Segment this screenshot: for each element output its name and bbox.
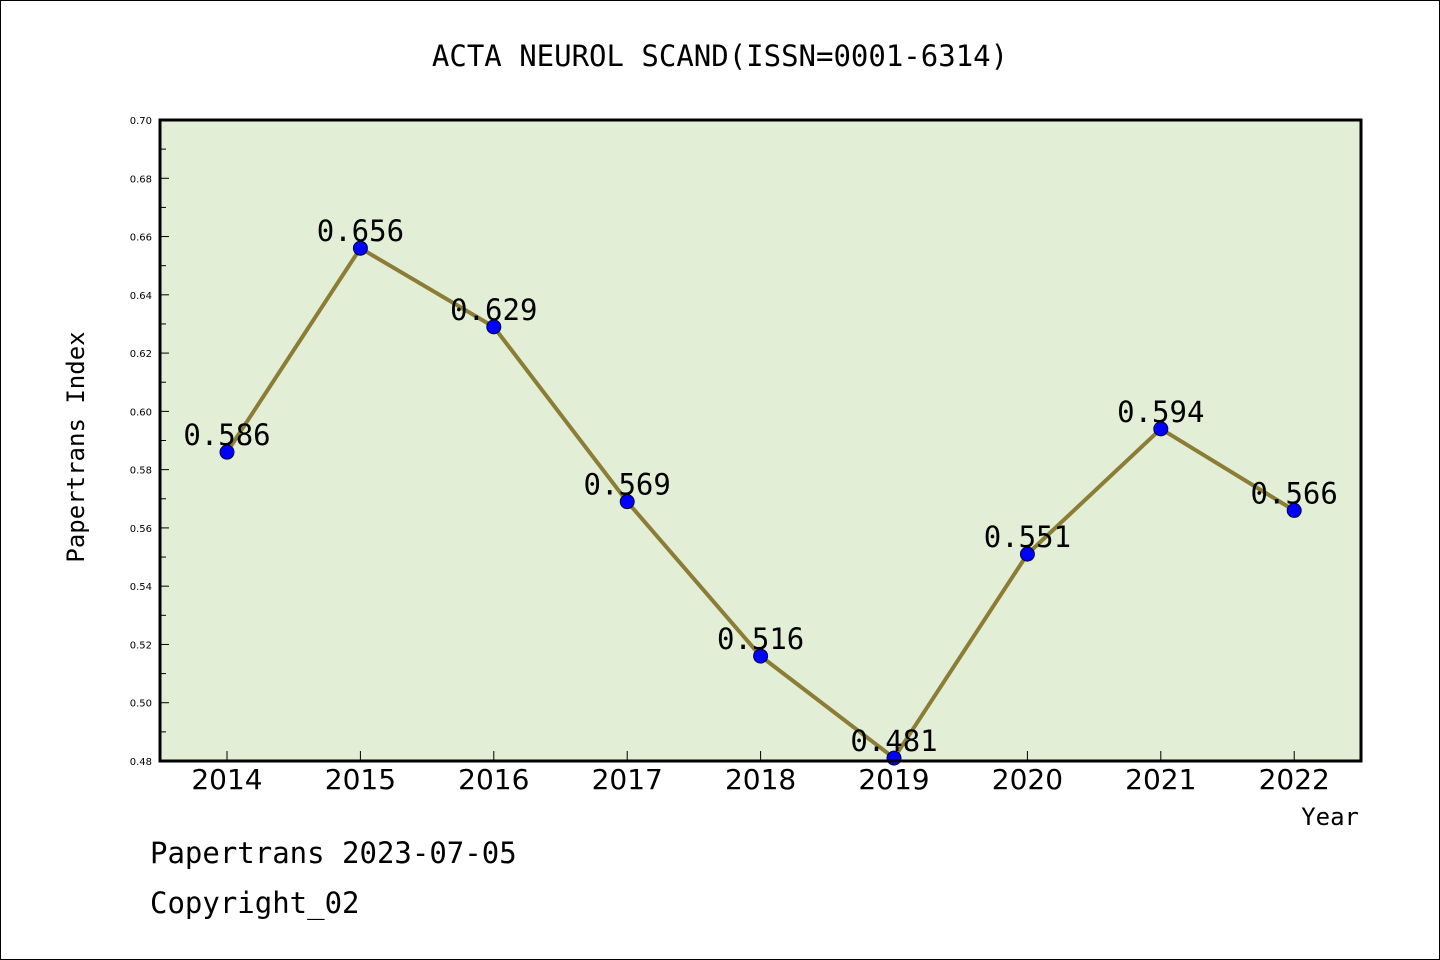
x-tick-label: 2016: [458, 763, 529, 796]
y-tick-label: 0.56: [130, 524, 152, 535]
y-tick-label: 0.52: [130, 640, 152, 651]
data-label: 0.569: [584, 468, 671, 502]
data-label: 0.629: [450, 293, 537, 327]
y-axis-ticks: 0.48 0.50 0.52 0.54 0.56 0.58 0.60 0.62 0.64 0.66…: [130, 116, 169, 768]
series-markers: [219, 240, 1302, 766]
x-tick-label: 2018: [725, 763, 796, 796]
data-label: 0.516: [717, 622, 804, 656]
data-point: [486, 319, 502, 335]
data-label: 0.481: [850, 724, 937, 758]
x-tick-label: 2022: [1259, 763, 1330, 796]
y-tick-label: 0.58: [130, 466, 152, 477]
x-tick-label: 2014: [191, 763, 262, 796]
data-label: 0.594: [1117, 395, 1204, 429]
data-point: [753, 648, 769, 664]
y-tick-label: 0.60: [130, 407, 152, 418]
data-label: 0.566: [1251, 476, 1338, 510]
y-tick-label: 0.64: [130, 291, 152, 302]
x-tick-label: 2017: [592, 763, 663, 796]
x-tick-label: 2021: [1125, 763, 1196, 796]
data-point: [1286, 502, 1302, 518]
data-label: 0.551: [984, 520, 1071, 554]
y-tick-label: 0.66: [130, 233, 152, 244]
footer-copyright: Copyright_02: [150, 886, 360, 920]
data-labels: 0.586 0.656 0.629 0.569 0.516 0.481 0.551 0.594…: [183, 214, 1338, 758]
x-tick-label: 2019: [858, 763, 929, 796]
y-tick-label: 0.70: [130, 116, 152, 127]
y-tick-label: 0.48: [130, 757, 152, 768]
data-point: [619, 494, 635, 510]
x-axis-ticks: 2014 2015 2016 2017 2018 2019 2020 2021 2022: [191, 751, 1330, 796]
y-tick-label: 0.62: [130, 349, 152, 360]
data-point: [1153, 421, 1169, 437]
y-tick-label: 0.50: [130, 699, 152, 710]
data-point: [1019, 546, 1035, 562]
x-tick-label: 2015: [325, 763, 396, 796]
y-tick-label: 0.54: [130, 582, 152, 593]
data-label: 0.656: [317, 214, 404, 248]
y-tick-label: 0.68: [130, 174, 152, 185]
data-label: 0.586: [183, 418, 270, 452]
chart-title: ACTA NEUROL SCAND(ISSN=0001-6314): [432, 39, 1008, 73]
data-point: [219, 444, 235, 460]
plot-border: [158, 118, 1363, 763]
x-axis-label: Year: [1301, 803, 1359, 831]
x-tick-label: 2020: [992, 763, 1063, 796]
data-point: [352, 240, 368, 256]
y-axis-label: Papertrans Index: [62, 331, 90, 562]
footer-source: Papertrans 2023-07-05: [150, 836, 517, 870]
